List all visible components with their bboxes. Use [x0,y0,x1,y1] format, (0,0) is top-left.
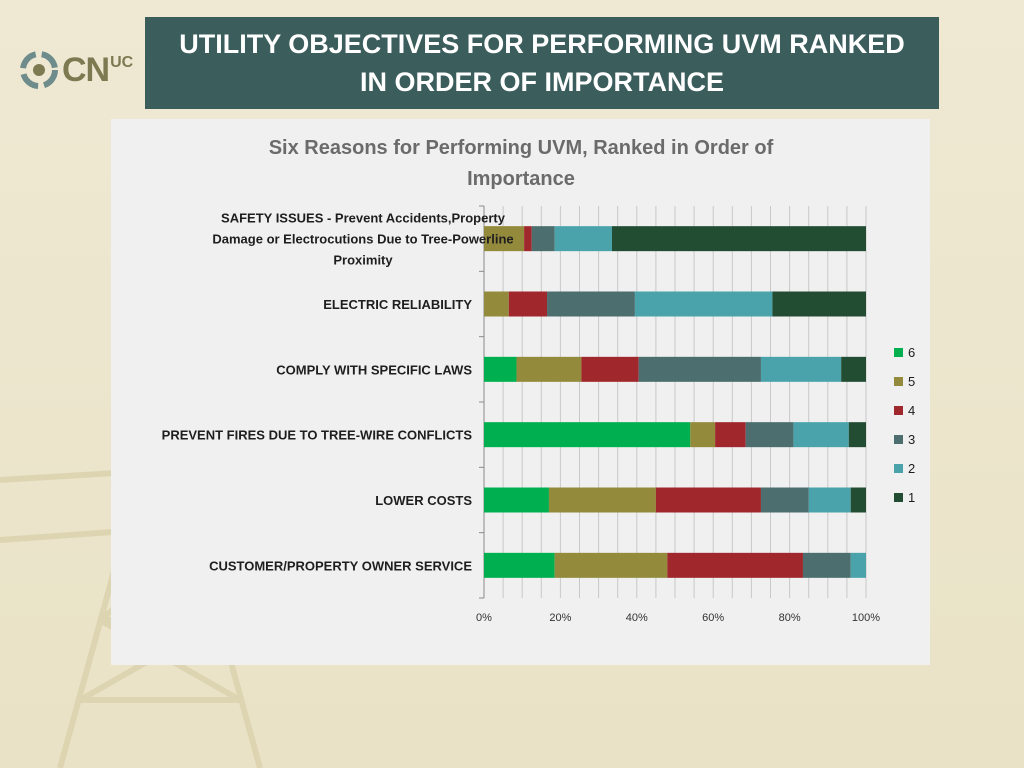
bar-segment-series-3 [531,226,555,252]
legend-label-3: 3 [908,432,915,447]
legend-swatch-3 [894,435,903,444]
logo-superscript: UC [110,54,134,71]
bar-segment-series-5 [484,226,525,252]
bar-segment-series-5 [484,291,509,317]
logo-emblem-icon [20,51,58,89]
x-tick-label: 20% [549,612,571,624]
bar-segment-series-3 [745,422,794,448]
chart-panel: Six Reasons for Performing UVM, Ranked i… [111,119,930,665]
bar-segment-series-4 [581,356,639,382]
x-tick-label: 40% [626,612,648,624]
bar-segment-series-3 [547,291,635,317]
legend-swatch-4 [894,406,903,415]
bar-segment-series-4 [667,552,803,578]
category-label: COMPLY WITH SPECIFIC LAWS [276,362,472,377]
x-tick-label: 80% [779,612,801,624]
bar-segment-series-5 [548,487,656,513]
bar-segment-series-1 [841,356,866,382]
slide-title: UTILITY OBJECTIVES FOR PERFORMING UVM RA… [179,29,905,97]
bar-segment-series-4 [508,291,548,317]
bar-segment-series-1 [772,291,866,317]
bar-segment-series-3 [638,356,761,382]
bar-segment-series-6 [484,552,555,578]
bar-segment-series-1 [611,226,866,252]
logo-text: CN [62,50,110,89]
category-label: CUSTOMER/PROPERTY OWNER SERVICE [209,558,472,573]
stacked-bar-chart: SAFETY ISSUES - Prevent Accidents,Proper… [162,205,915,624]
bar-segment-series-2 [554,226,612,252]
bar-segment-series-3 [802,552,851,578]
legend-label-2: 2 [908,461,915,476]
bar-segment-series-6 [484,487,549,513]
x-tick-label: 60% [702,612,724,624]
slide-title-banner: UTILITY OBJECTIVES FOR PERFORMING UVM RA… [145,17,939,109]
category-label: SAFETY ISSUES - Prevent Accidents,Proper… [221,211,506,226]
bar-segment-series-6 [484,422,691,448]
bar-segment-series-2 [760,356,842,382]
bar-segment-series-1 [850,487,866,513]
x-tick-label: 100% [852,612,880,624]
bar-segment-series-4 [715,422,746,448]
legend-swatch-2 [894,464,903,473]
legend-label-5: 5 [908,374,915,389]
bar-segment-series-1 [848,422,866,448]
legend-swatch-1 [894,493,903,502]
bar-segment-series-4 [655,487,761,513]
x-tick-label: 0% [476,612,492,624]
bar-segment-series-2 [850,552,866,578]
bar-segment-series-6 [484,356,517,382]
bar-segment-series-2 [634,291,773,317]
bar-segment-series-5 [516,356,582,382]
bar-segment-series-2 [793,422,849,448]
bar-segment-series-3 [760,487,809,513]
bar-segment-series-4 [524,226,532,252]
bar-segment-series-2 [808,487,851,513]
bar-segment-series-5 [554,552,668,578]
cnuc-logo: CN UC [20,40,145,100]
legend-label-1: 1 [908,490,915,505]
category-label: LOWER COSTS [375,493,472,508]
category-label: Proximity [333,253,393,268]
bar-segment-series-5 [690,422,716,448]
chart-title: Six Reasons for Performing UVM, Ranked i… [268,137,774,190]
legend-swatch-6 [894,348,903,357]
category-label: Damage or Electrocutions Due to Tree-Pow… [212,232,513,247]
category-label: ELECTRIC RELIABILITY [323,297,472,312]
legend-label-4: 4 [908,403,915,418]
legend-label-6: 6 [908,345,915,360]
legend-swatch-5 [894,377,903,386]
category-label: PREVENT FIRES DUE TO TREE-WIRE CONFLICTS [162,428,473,443]
